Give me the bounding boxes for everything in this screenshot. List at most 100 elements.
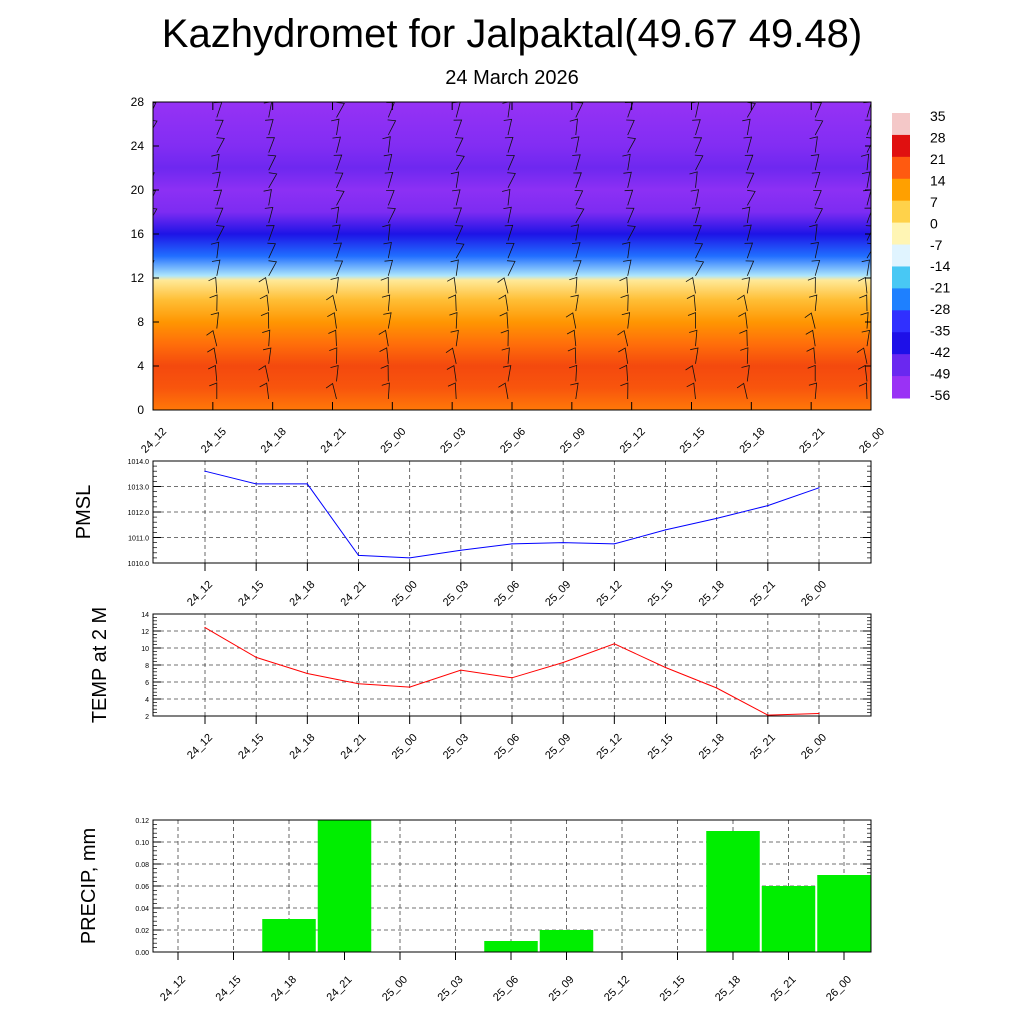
wind-barb (618, 347, 629, 364)
y-tick-label: 0.04 (135, 906, 149, 913)
wind-barb (326, 294, 337, 312)
wind-barb (327, 312, 337, 329)
wind-barb (738, 312, 748, 329)
wind-barb (811, 172, 821, 188)
colorbar-segment (892, 178, 910, 202)
wind-barb (452, 189, 461, 206)
panel-frame (152, 819, 872, 953)
x-tick-label: 25_00 (380, 974, 410, 1004)
wind-barb (739, 329, 748, 347)
data-point (306, 483, 308, 485)
colorbar-segment (892, 376, 910, 399)
colorbar-label: -42 (930, 344, 950, 360)
colorbar-label: 21 (930, 151, 946, 167)
data-point (511, 543, 513, 545)
data-point (460, 669, 462, 671)
wind-barb (621, 312, 631, 329)
wind-barb (574, 190, 584, 206)
wind-barb (143, 383, 151, 399)
wind-barb (805, 329, 816, 347)
wind-barb (498, 382, 509, 400)
wind-barb (692, 119, 701, 136)
wind-barb (622, 153, 631, 171)
wind-barb (861, 259, 870, 276)
chart-title: Kazhydromet for Jalpaktal(49.67 49.48) (161, 12, 863, 56)
wind-barb (210, 312, 219, 329)
x-tick-label: 25_18 (713, 974, 743, 1004)
precip-panel: 0.00 0.02 0.04 0.06 0.08 0.10 0.12 24_12 24_15 24… (78, 818, 872, 1004)
y-tick-label: 6 (145, 680, 149, 687)
data-point (306, 672, 308, 675)
wind-barb (143, 295, 151, 311)
wind-barb (259, 382, 270, 400)
wind-barb (450, 171, 460, 188)
wind-barb (741, 364, 750, 382)
x-tick-label: 25_06 (491, 974, 521, 1004)
y-tick-label: 12 (141, 629, 149, 636)
wind-barb (686, 382, 696, 400)
wind-barb (861, 171, 871, 188)
wind-barb (334, 172, 344, 188)
wind-barb (387, 207, 396, 224)
data-point (818, 487, 820, 489)
precip-bar (761, 886, 816, 952)
wind-barb (504, 224, 514, 241)
wind-barb (814, 119, 824, 136)
y-tick-label: 12 (131, 271, 145, 285)
colorbar-label: -56 (930, 387, 950, 403)
y-tick-label: 0.12 (135, 818, 149, 825)
wind-barb (153, 260, 155, 265)
x-tick-label: 26_00 (799, 579, 829, 609)
wind-barb (216, 137, 225, 153)
wind-barb (153, 102, 157, 110)
wind-barb (498, 294, 509, 312)
wind-barb (453, 207, 462, 224)
wind-barb (690, 102, 700, 118)
wind-barb (506, 260, 516, 276)
wind-barb (568, 364, 578, 382)
wind-barbs (143, 102, 871, 400)
y-tick-label: 8 (137, 315, 144, 329)
wind-barb (153, 154, 154, 157)
colorbar-label: 7 (930, 194, 938, 210)
wind-barb (624, 189, 634, 206)
wind-barb (690, 347, 699, 364)
x-tick-label: 25_21 (748, 732, 778, 762)
y-tick-label: 1010.0 (128, 561, 150, 568)
wind-barb (686, 294, 696, 312)
colorbar-label: -35 (930, 323, 950, 339)
wind-barb (333, 154, 343, 171)
wind-barb (215, 119, 224, 136)
data-point (818, 712, 820, 715)
wind-barb (207, 347, 218, 364)
wind-barb (865, 137, 871, 153)
wind-barb (687, 312, 696, 329)
x-tick-label: 25_00 (390, 579, 420, 609)
wind-barb (455, 242, 465, 259)
wind-barb (450, 259, 459, 276)
wind-barb (569, 276, 578, 294)
x-tick-label: 24_15 (199, 426, 229, 456)
wind-barb (334, 260, 344, 276)
y-tick-label: 0.08 (135, 862, 149, 869)
data-point (562, 542, 564, 544)
pmsl-panel: 1010.0 1011.0 1012.0 1013.0 1014.0 24_12 24_15… (73, 459, 872, 609)
y-tick-label: 0 (137, 403, 144, 417)
data-point (767, 505, 769, 507)
y-tick-label: 1013.0 (128, 485, 150, 492)
wind-barb (694, 242, 704, 259)
data-point (613, 543, 615, 545)
wind-barb (453, 119, 463, 136)
wind-barb (216, 225, 225, 241)
wind-barb (454, 137, 464, 153)
data-point (255, 483, 257, 485)
wind-barb (810, 242, 820, 259)
wind-barb (153, 208, 158, 217)
wind-barb (742, 118, 751, 136)
x-tick-label: 25_00 (390, 732, 420, 762)
x-tick-label: 24_15 (214, 974, 244, 1004)
wind-barb (263, 189, 272, 206)
wind-barb (330, 364, 339, 382)
wind-barb (813, 102, 822, 118)
wind-barb (814, 207, 824, 224)
